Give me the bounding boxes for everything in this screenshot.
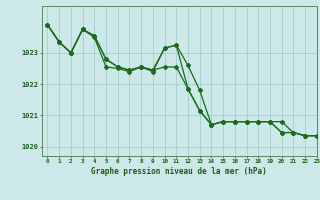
X-axis label: Graphe pression niveau de la mer (hPa): Graphe pression niveau de la mer (hPa) [91,167,267,176]
